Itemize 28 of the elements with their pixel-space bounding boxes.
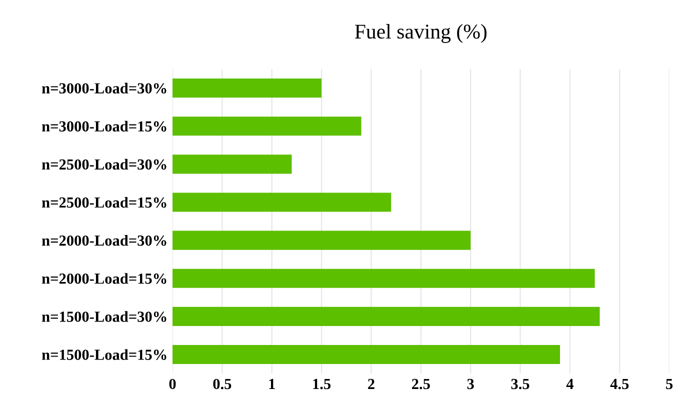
bar — [172, 192, 392, 212]
x-tick-label: 4 — [566, 378, 574, 389]
x-tick-label: 3.5 — [511, 378, 530, 390]
x-tick-label: 2.5 — [412, 378, 430, 390]
y-tick-label: n=2500-Load=30% — [42, 158, 166, 170]
y-tick-label: n=2000-Load=30% — [42, 235, 166, 246]
x-tick-label: 0.5 — [213, 378, 232, 390]
bar — [172, 230, 471, 250]
bar — [172, 154, 292, 174]
bar — [172, 268, 595, 288]
chart-title: Fuel saving (%) — [354, 24, 487, 43]
y-tick-label: n=1500-Load=30% — [42, 311, 166, 322]
y-tick-label: n=3000-Load=30% — [42, 82, 166, 94]
y-tick-label: n=3000-Load=15% — [42, 120, 166, 132]
x-tick-label: 5 — [666, 378, 673, 390]
x-tick-label: 1.5 — [313, 378, 331, 390]
bar — [172, 344, 560, 364]
x-tick-label: 0 — [169, 378, 176, 390]
x-tick-label: 1 — [269, 378, 275, 389]
bar — [172, 306, 600, 326]
bar — [172, 116, 362, 136]
x-tick-label: 4.5 — [610, 378, 629, 390]
x-tick-label: 2 — [368, 378, 374, 389]
x-tick-label: 3 — [467, 378, 474, 390]
y-tick-label: n=1500-Load=15% — [42, 349, 166, 360]
bar — [172, 78, 322, 98]
y-tick-label: n=2500-Load=15% — [42, 196, 166, 208]
y-tick-label: n=2000-Load=15% — [42, 273, 166, 284]
